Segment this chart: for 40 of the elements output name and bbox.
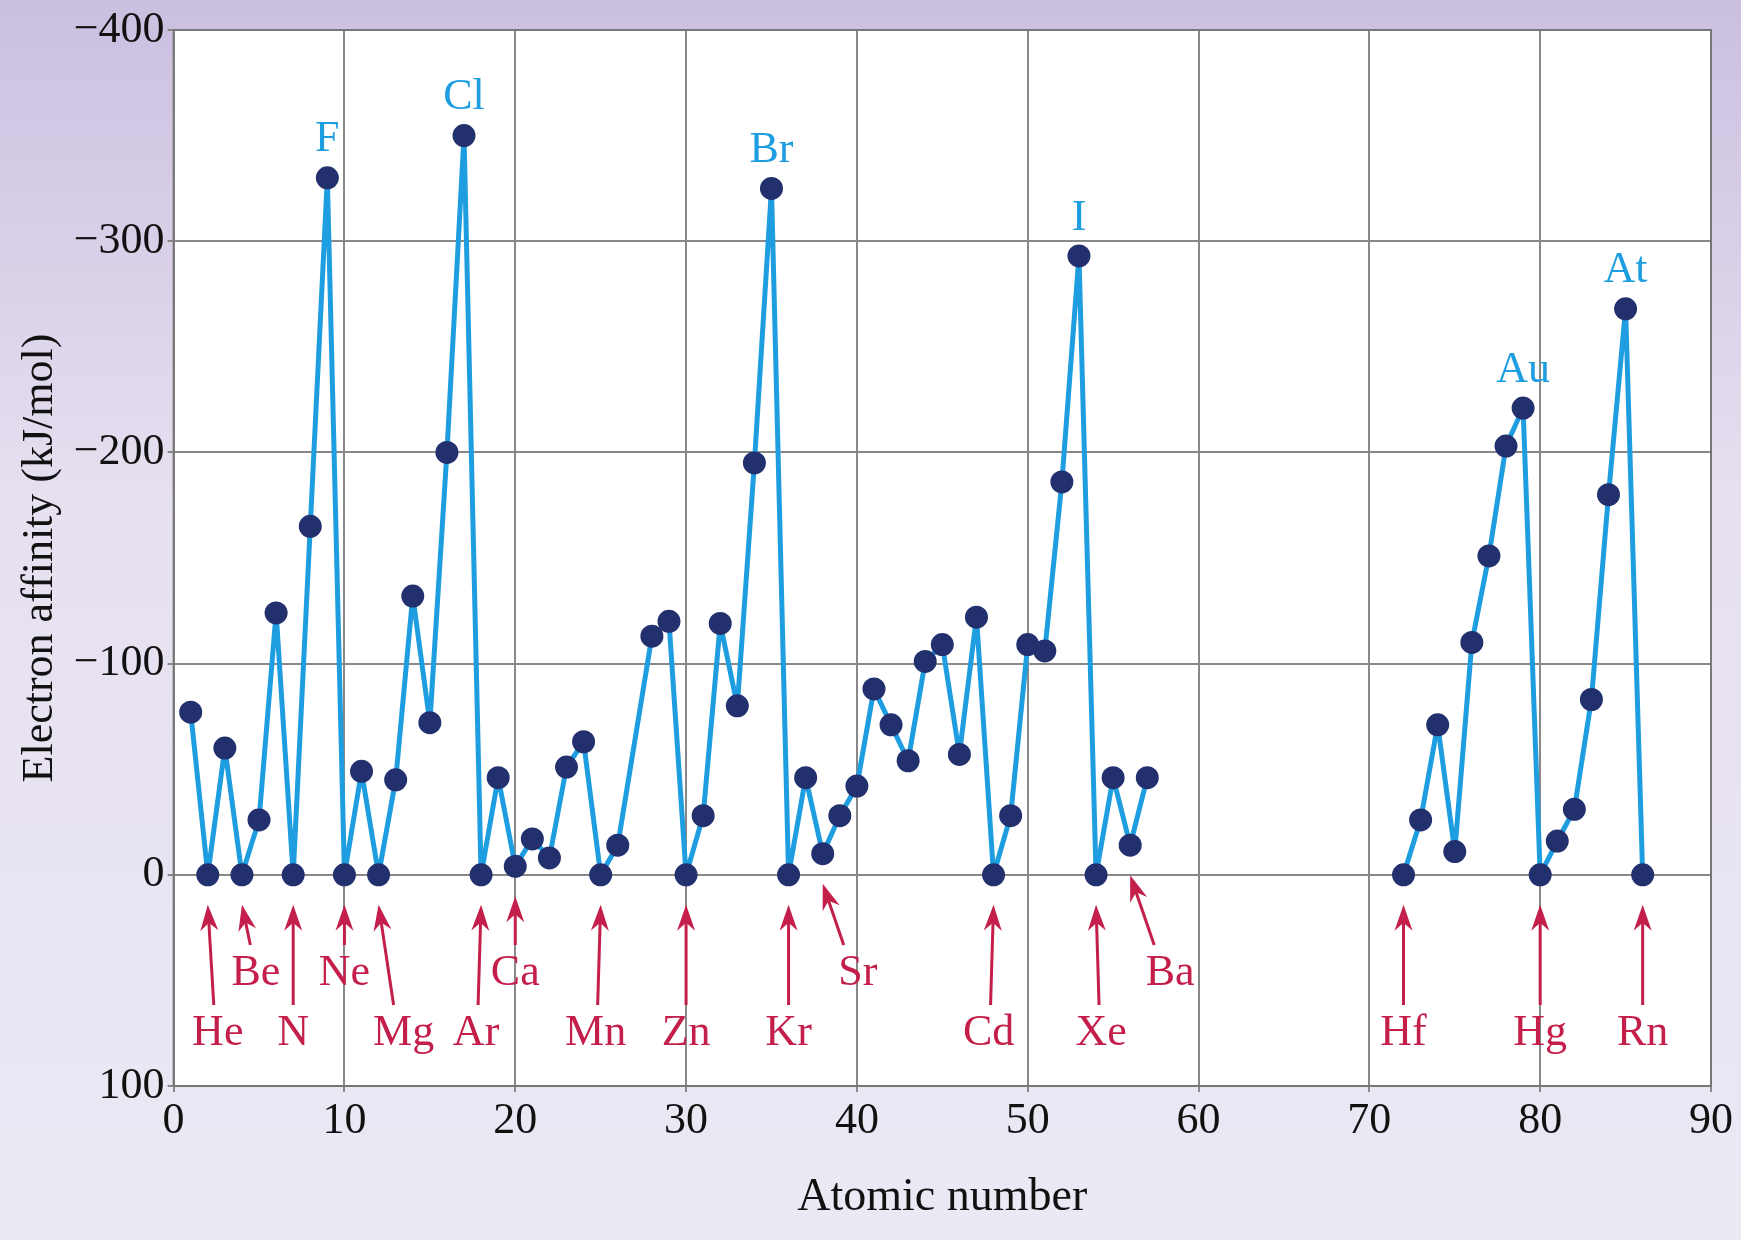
annotation: Sr — [838, 945, 878, 995]
annotation: Mg — [373, 1005, 435, 1055]
annotation: Br — [749, 122, 794, 172]
annotation: Rn — [1616, 1005, 1669, 1055]
x-tick-label: 50 — [1005, 1093, 1050, 1143]
y-tick-label: 100 — [98, 1058, 165, 1108]
annotation: He — [192, 1005, 244, 1055]
annotation: Hg — [1513, 1005, 1568, 1055]
x-tick-label: 80 — [1518, 1093, 1563, 1143]
x-axis-title: Atomic number — [797, 1169, 1088, 1221]
x-tick-label: 60 — [1176, 1093, 1221, 1143]
y-axis-title: Electron affinity (kJ/mol) — [12, 333, 62, 783]
annotation: Be — [231, 945, 281, 995]
x-tick-label: 90 — [1689, 1093, 1733, 1143]
annotation: Xe — [1075, 1005, 1127, 1055]
annotation: Mn — [565, 1005, 627, 1055]
annotation: N — [277, 1005, 310, 1055]
annotation: Cd — [962, 1005, 1015, 1055]
y-tick-label: −100 — [73, 636, 165, 686]
x-tick-label: 10 — [322, 1093, 367, 1143]
annotation: Ne — [318, 945, 371, 995]
annotation: Hf — [1380, 1005, 1428, 1055]
annotation: Zn — [661, 1005, 711, 1055]
x-tick-label: 20 — [493, 1093, 538, 1143]
annotation: I — [1071, 190, 1087, 240]
y-tick-label: −300 — [73, 213, 165, 263]
y-tick-label: −400 — [73, 2, 165, 52]
x-tick-label: 40 — [834, 1093, 879, 1143]
x-tick-label: 30 — [664, 1093, 709, 1143]
annotation: At — [1603, 243, 1648, 293]
annotation: Ba — [1145, 945, 1195, 995]
y-tick-label: −200 — [73, 424, 165, 474]
y-tick-label: 0 — [142, 847, 165, 897]
annotation: F — [315, 112, 340, 162]
annotation: Cl — [443, 70, 485, 120]
annotation: Ca — [490, 945, 540, 995]
annotation: Ar — [452, 1005, 500, 1055]
x-tick-label: 70 — [1347, 1093, 1392, 1143]
annotation: Au — [1496, 342, 1550, 392]
annotation: Kr — [765, 1005, 813, 1055]
